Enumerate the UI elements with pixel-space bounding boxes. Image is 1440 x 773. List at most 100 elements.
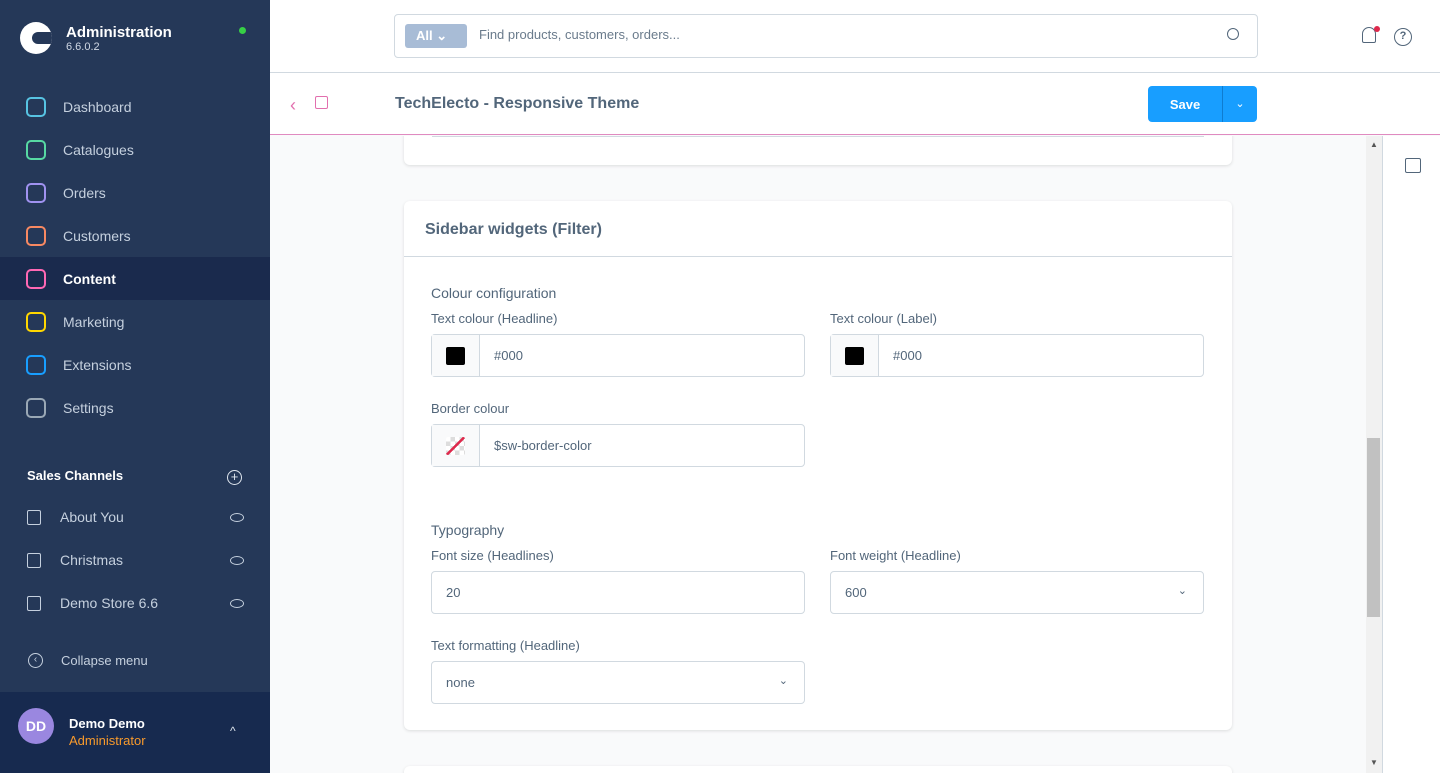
user-menu[interactable]: DD Demo Demo Administrator ^ (0, 692, 270, 773)
scrollbar[interactable]: ▲ ▼ (1366, 136, 1382, 773)
eye-icon[interactable] (230, 512, 244, 522)
sidebar-right (1382, 136, 1440, 773)
collapse-menu-label: Collapse menu (61, 653, 148, 668)
eye-icon[interactable] (230, 598, 244, 608)
sidebar-item-label: Catalogues (63, 141, 134, 158)
no-color-swatch[interactable] (432, 425, 480, 466)
orders-icon (26, 182, 46, 203)
collapse-menu-button[interactable]: ‹ Collapse menu (28, 653, 148, 668)
back-chevron-icon[interactable]: ‹ (290, 95, 296, 115)
sidebar-item-catalogues[interactable]: Catalogues (0, 128, 270, 171)
scroll-up-icon[interactable]: ▲ (1370, 140, 1378, 149)
field-value: none (446, 675, 475, 690)
sidebar-item-dashboard[interactable]: Dashboard (0, 85, 270, 128)
save-options-chevron-icon[interactable]: ⌄ (1222, 86, 1257, 122)
text-colour-headline-field[interactable]: #000 (431, 334, 805, 377)
chevron-up-icon[interactable]: ^ (230, 724, 236, 738)
catalogues-icon (26, 139, 46, 160)
page-title: TechElecto - Responsive Theme (395, 95, 640, 112)
typography-heading: Typography (431, 522, 505, 538)
border-colour-label: Border colour (431, 401, 510, 416)
save-button[interactable]: Save (1148, 86, 1222, 122)
main-nav: Dashboard Catalogues Orders Customers Conten… (0, 85, 270, 429)
color-swatch[interactable] (432, 335, 480, 376)
extensions-icon (26, 354, 46, 375)
colour-configuration-heading: Colour configuration (431, 285, 557, 301)
marketing-icon (26, 311, 46, 332)
global-search: All ⌄ (394, 14, 1258, 58)
storefront-icon (27, 552, 41, 568)
field-value: #000 (893, 348, 922, 363)
sales-channel-item[interactable]: Christmas (27, 550, 247, 570)
field-value: #000 (494, 348, 523, 363)
eye-icon[interactable] (230, 555, 244, 565)
avatar: DD (18, 708, 54, 744)
sidebar-item-label: Settings (63, 399, 114, 416)
storefront-icon (27, 509, 41, 525)
sidebar-item-content[interactable]: Content (0, 257, 270, 300)
content-module-icon (315, 96, 328, 109)
sidebar-item-label: Dashboard (63, 98, 132, 115)
font-size-input[interactable]: 20 (431, 571, 805, 614)
sidebar-item-marketing[interactable]: Marketing (0, 300, 270, 343)
font-size-label: Font size (Headlines) (431, 548, 554, 563)
shopware-logo-icon (20, 22, 52, 54)
chevron-down-icon: ⌄ (1177, 585, 1187, 597)
dashboard-icon (26, 96, 46, 117)
chevron-down-icon: ⌄ (778, 675, 788, 687)
text-formatting-select[interactable]: none ⌄ (431, 661, 805, 704)
notification-badge (1374, 26, 1380, 32)
sidebar-item-customers[interactable]: Customers (0, 214, 270, 257)
add-sales-channel-icon[interactable]: + (227, 470, 242, 485)
search-icon[interactable] (1227, 28, 1239, 40)
app-version: 6.6.0.2 (66, 40, 100, 53)
field-value: 600 (845, 585, 867, 600)
storefront-icon (27, 595, 41, 611)
previous-card (404, 136, 1232, 165)
sidebar-item-label: Extensions (63, 356, 132, 373)
color-swatch[interactable] (831, 335, 879, 376)
sales-channel-label: Christmas (60, 552, 124, 568)
text-colour-headline-label: Text colour (Headline) (431, 311, 558, 326)
sidebar-widgets-card: Sidebar widgets (Filter) Colour configur… (404, 201, 1232, 730)
notification-bell-icon[interactable] (1362, 27, 1376, 43)
font-weight-label: Font weight (Headline) (830, 548, 961, 563)
sales-channel-label: Demo Store 6.6 (60, 595, 159, 611)
help-icon[interactable]: ? (1394, 28, 1412, 46)
sales-channel-label: About You (60, 509, 124, 525)
sales-channel-item[interactable]: About You (27, 507, 247, 527)
next-card (404, 766, 1232, 773)
image-icon[interactable] (1405, 158, 1421, 173)
sidebar-item-settings[interactable]: Settings (0, 386, 270, 429)
settings-icon (26, 397, 46, 418)
scroll-down-icon[interactable]: ▼ (1370, 758, 1378, 767)
text-formatting-label: Text formatting (Headline) (431, 638, 580, 653)
search-filter-dropdown[interactable]: All ⌄ (405, 24, 467, 48)
content-icon (26, 268, 46, 289)
field-value: 20 (446, 585, 461, 600)
app-title: Administration (66, 23, 172, 41)
sidebar-item-extensions[interactable]: Extensions (0, 343, 270, 386)
brand: Administration 6.6.0.2 (20, 22, 172, 54)
field-value: $sw-border-color (494, 438, 592, 453)
scrollbar-thumb[interactable] (1367, 438, 1380, 617)
font-weight-select[interactable]: 600 ⌄ (830, 571, 1204, 614)
content-area: Sidebar widgets (Filter) Colour configur… (270, 136, 1366, 773)
text-colour-label-field[interactable]: #000 (830, 334, 1204, 377)
sidebar-item-label: Content (63, 270, 116, 287)
customers-icon (26, 225, 46, 246)
chevron-left-circle-icon: ‹ (28, 653, 43, 668)
sidebar: Administration 6.6.0.2 Dashboard Catalogu… (0, 0, 270, 773)
search-input[interactable] (479, 27, 1179, 42)
user-name: Demo Demo (69, 716, 145, 731)
text-colour-label-label: Text colour (Label) (830, 311, 937, 326)
top-bar: All ⌄ ? (270, 0, 1440, 73)
sidebar-item-label: Marketing (63, 313, 125, 330)
sidebar-item-label: Orders (63, 184, 106, 201)
user-role: Administrator (69, 733, 146, 748)
card-title: Sidebar widgets (Filter) (404, 201, 1232, 257)
sales-channel-item[interactable]: Demo Store 6.6 (27, 593, 247, 613)
smart-bar: ‹ TechElecto - Responsive Theme Save ⌄ (270, 73, 1440, 135)
sidebar-item-orders[interactable]: Orders (0, 171, 270, 214)
border-colour-field[interactable]: $sw-border-color (431, 424, 805, 467)
